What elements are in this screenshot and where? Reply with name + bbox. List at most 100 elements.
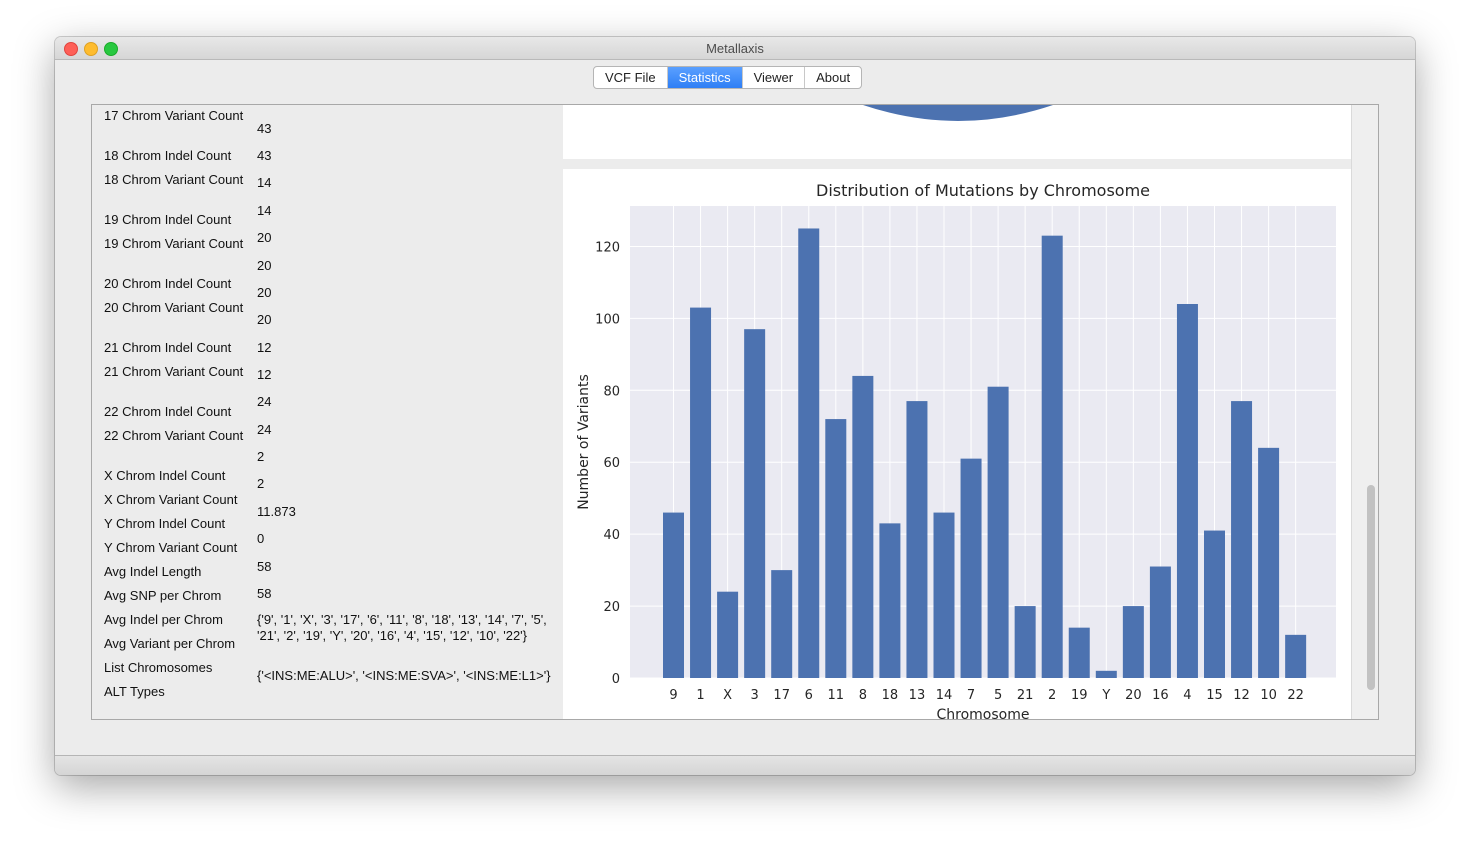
x-tick-label: 16 xyxy=(1152,688,1169,703)
y-tick-label: 20 xyxy=(603,600,620,615)
bars xyxy=(663,228,1307,678)
bar-chrom-10 xyxy=(1258,447,1280,678)
stat-label: 18 Chrom Variant Count xyxy=(104,172,244,187)
stat-label: 20 Chrom Indel Count xyxy=(104,276,232,291)
bar-chrom-X xyxy=(717,591,739,678)
bar-chart-panel: 0 20 40 60 80 100 120 9 1 X 3 17 6 11 8 18 13 14 7 5 21 2 19 Y… xyxy=(563,169,1351,719)
minimize-window-button[interactable] xyxy=(84,42,98,56)
stat-label: 18 Chrom Indel Count xyxy=(104,148,232,163)
bar-chrom-1 xyxy=(690,307,712,678)
x-tick-label: 17 xyxy=(773,688,790,703)
bar-chrom-20 xyxy=(1122,606,1144,678)
pie-slice xyxy=(863,105,1053,121)
tab-bar: VCF File Statistics Viewer About xyxy=(593,66,863,89)
bar-chrom-9 xyxy=(663,512,684,678)
stat-label: List Chromosomes xyxy=(104,660,213,675)
bar-chrom-15 xyxy=(1204,530,1225,678)
bar-chrom-21 xyxy=(1014,606,1036,678)
stat-value: 2 xyxy=(257,476,265,491)
pie-chart-fragment xyxy=(863,105,1053,121)
stat-value: 12 xyxy=(257,340,272,355)
window-title: Metallaxis xyxy=(706,41,764,56)
x-tick-label: 11 xyxy=(828,688,845,703)
tab-vcf-file[interactable]: VCF File xyxy=(594,67,668,88)
stat-value: 20 xyxy=(257,258,272,273)
stat-label: 19 Chrom Variant Count xyxy=(104,236,244,251)
x-tick-label: Y xyxy=(1101,688,1110,703)
stat-value: 43 xyxy=(257,121,272,136)
x-tick-label: 1 xyxy=(696,688,704,703)
stat-label: Y Chrom Indel Count xyxy=(104,516,226,531)
stat-label: Avg SNP per Chrom xyxy=(104,588,222,603)
bar-chrom-19 xyxy=(1068,627,1090,678)
stat-value: 12 xyxy=(257,367,272,382)
x-axis-label: Chromosome xyxy=(937,707,1030,719)
bar-chrom-6 xyxy=(798,228,820,678)
x-tick-label: 9 xyxy=(669,688,677,703)
x-tick-label: X xyxy=(723,688,732,703)
stat-value: 20 xyxy=(257,285,272,300)
bar-chrom-2 xyxy=(1041,235,1063,678)
bar-chrom-4 xyxy=(1176,303,1198,678)
x-tick-label: 8 xyxy=(859,688,867,703)
stat-label: 19 Chrom Indel Count xyxy=(104,212,232,227)
x-tick-label: 6 xyxy=(805,688,813,703)
stat-label: ALT Types xyxy=(104,684,165,699)
x-tick-label: 3 xyxy=(751,688,759,703)
stat-value: 2 xyxy=(257,449,265,464)
x-tick-label: 21 xyxy=(1017,688,1034,703)
stat-label: Avg Indel Length xyxy=(104,564,202,579)
stat-label: Avg Variant per Chrom xyxy=(104,636,236,651)
bottom-bar xyxy=(55,755,1415,775)
stat-label: 21 Chrom Variant Count xyxy=(104,364,244,379)
stat-label: 22 Chrom Variant Count xyxy=(104,428,244,443)
bar-chrom-22 xyxy=(1285,634,1307,678)
scrollbar-thumb[interactable] xyxy=(1367,485,1375,690)
stat-label: 21 Chrom Indel Count xyxy=(104,340,232,355)
x-tick-label: 15 xyxy=(1206,688,1223,703)
stat-value: 11.873 xyxy=(257,504,296,519)
app-window: Metallaxis VCF File Statistics Viewer Ab… xyxy=(55,37,1415,775)
stat-value: 58 xyxy=(257,559,272,574)
tab-statistics[interactable]: Statistics xyxy=(667,67,743,88)
bar-chrom-Y xyxy=(1095,670,1117,678)
chart-title: Distribution of Mutations by Chromosome xyxy=(816,181,1150,200)
stat-value: {'<INS:ME:ALU>', '<INS:ME:SVA>', '<INS:M… xyxy=(257,668,551,683)
bar-chrom-7 xyxy=(960,458,982,678)
stat-value: {'9', '1', 'X', '3', '17', '6', '11', '8… xyxy=(257,612,547,643)
y-tick-label: 40 xyxy=(603,528,620,543)
x-tick-label: 13 xyxy=(909,688,926,703)
stat-label: Y Chrom Variant Count xyxy=(104,540,238,555)
tab-viewer[interactable]: Viewer xyxy=(743,67,806,88)
stats-table: 17 Chrom Variant Count 18 Chrom Indel Co… xyxy=(92,105,562,719)
stat-value: 20 xyxy=(257,230,272,245)
stat-label: 20 Chrom Variant Count xyxy=(104,300,244,315)
close-window-button[interactable] xyxy=(64,42,78,56)
bar-chrom-14 xyxy=(933,512,955,678)
x-tick-label: 12 xyxy=(1233,688,1250,703)
x-ticks: 9 1 X 3 17 6 11 8 18 13 14 7 5 21 2 19 Y 20 16 4 15 12 10 22 xyxy=(669,688,1304,703)
stat-value: 24 xyxy=(257,394,272,409)
stat-label: 17 Chrom Variant Count xyxy=(104,108,244,123)
bar-chrom-18 xyxy=(879,523,901,678)
title-bar: Metallaxis xyxy=(55,37,1415,60)
stat-label: X Chrom Indel Count xyxy=(104,468,226,483)
bar-chrom-16 xyxy=(1149,566,1171,678)
x-tick-label: 19 xyxy=(1071,688,1088,703)
stat-value: 14 xyxy=(257,203,272,218)
tab-about[interactable]: About xyxy=(816,70,851,85)
bar-chrom-3 xyxy=(744,329,766,678)
y-tick-label: 120 xyxy=(595,240,620,255)
y-tick-label: 100 xyxy=(595,312,620,327)
y-tick-label: 80 xyxy=(603,384,620,399)
stat-value: 24 xyxy=(257,422,272,437)
stat-value: 20 xyxy=(257,312,272,327)
x-tick-label: 22 xyxy=(1287,688,1304,703)
stat-label: X Chrom Variant Count xyxy=(104,492,238,507)
stat-value: 43 xyxy=(257,148,272,163)
maximize-window-button[interactable] xyxy=(104,42,118,56)
x-tick-label: 14 xyxy=(936,688,953,703)
x-tick-label: 7 xyxy=(967,688,975,703)
stat-label: 22 Chrom Indel Count xyxy=(104,404,232,419)
